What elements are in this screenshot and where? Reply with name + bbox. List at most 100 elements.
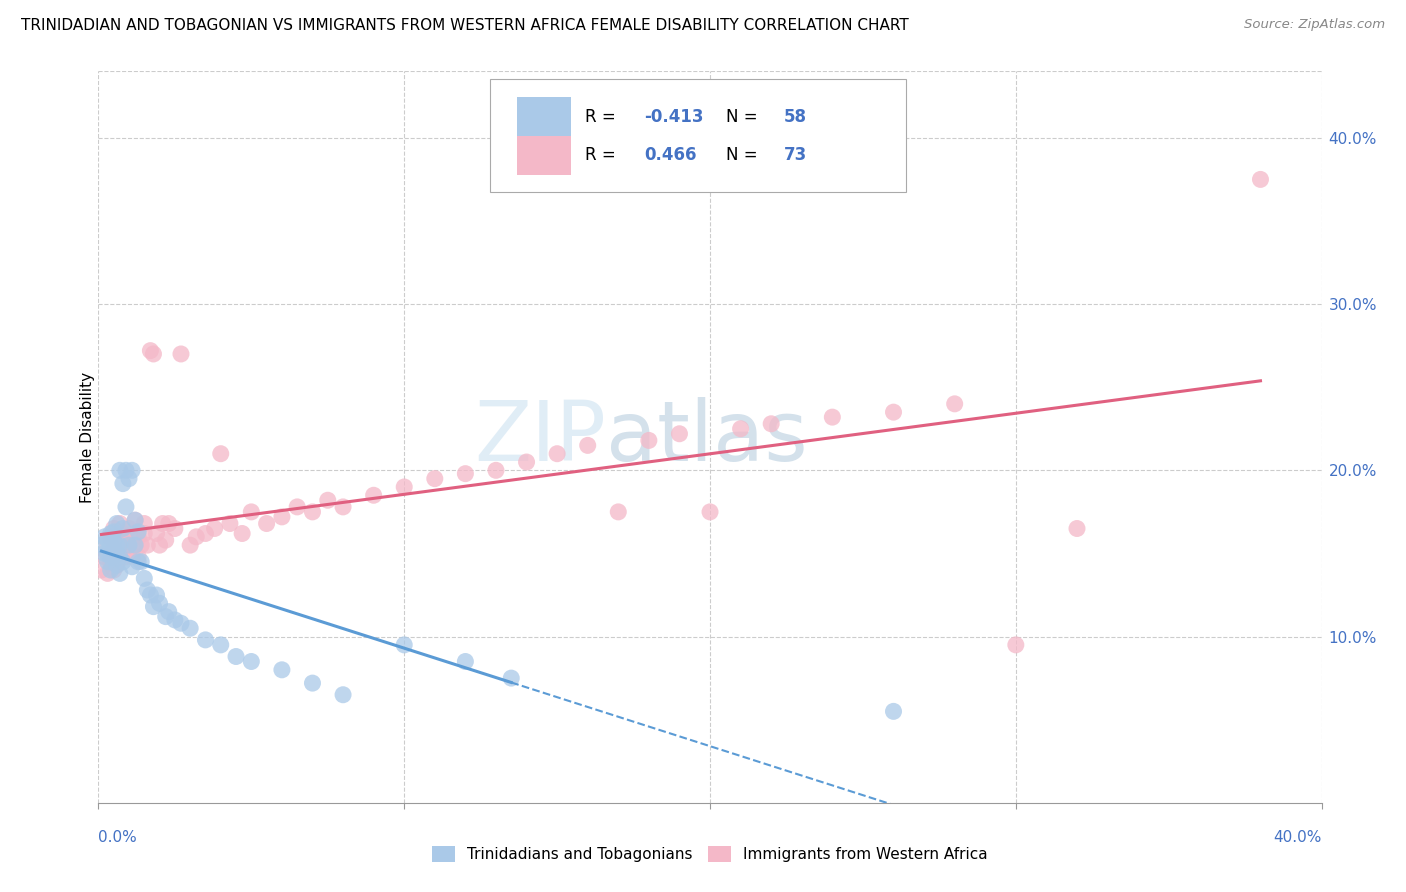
FancyBboxPatch shape bbox=[517, 136, 571, 175]
Point bbox=[821, 410, 844, 425]
Point bbox=[163, 521, 186, 535]
Point bbox=[256, 516, 278, 531]
Point bbox=[127, 549, 149, 564]
Point bbox=[100, 538, 122, 552]
Text: N =: N = bbox=[725, 108, 763, 126]
Point bbox=[179, 621, 201, 635]
Point bbox=[134, 516, 156, 531]
Point bbox=[145, 588, 167, 602]
Y-axis label: Female Disability: Female Disability bbox=[80, 371, 94, 503]
Point bbox=[139, 588, 162, 602]
Point bbox=[1066, 521, 1088, 535]
Point bbox=[943, 397, 966, 411]
Point bbox=[139, 343, 162, 358]
Point bbox=[124, 513, 146, 527]
Text: -0.413: -0.413 bbox=[644, 108, 703, 126]
Text: ZIP: ZIP bbox=[474, 397, 606, 477]
Point bbox=[108, 538, 131, 552]
Point bbox=[759, 417, 782, 431]
Point bbox=[170, 616, 193, 631]
Point bbox=[111, 538, 134, 552]
Text: 0.0%: 0.0% bbox=[98, 830, 138, 845]
Point bbox=[1249, 172, 1271, 186]
Point bbox=[105, 558, 128, 573]
Point bbox=[607, 505, 630, 519]
Point bbox=[93, 530, 115, 544]
Point bbox=[270, 663, 292, 677]
Point bbox=[115, 533, 138, 548]
Point bbox=[100, 555, 122, 569]
Point bbox=[204, 521, 226, 535]
Point bbox=[301, 505, 323, 519]
Point bbox=[155, 533, 177, 548]
Point bbox=[699, 505, 721, 519]
Point bbox=[115, 549, 138, 564]
Point bbox=[103, 549, 125, 564]
Point bbox=[108, 566, 131, 581]
Point bbox=[240, 655, 263, 669]
Point bbox=[100, 549, 122, 564]
Point bbox=[127, 524, 149, 539]
Point bbox=[97, 533, 120, 548]
Point bbox=[1004, 638, 1026, 652]
Point bbox=[103, 543, 125, 558]
Text: R =: R = bbox=[585, 108, 621, 126]
Point bbox=[97, 555, 120, 569]
Point bbox=[546, 447, 568, 461]
Point bbox=[111, 555, 134, 569]
Text: 73: 73 bbox=[783, 146, 807, 164]
Point bbox=[124, 538, 146, 552]
Text: TRINIDADIAN AND TOBAGONIAN VS IMMIGRANTS FROM WESTERN AFRICA FEMALE DISABILITY C: TRINIDADIAN AND TOBAGONIAN VS IMMIGRANTS… bbox=[21, 18, 908, 33]
Point bbox=[121, 549, 143, 564]
Point bbox=[152, 516, 174, 531]
Point bbox=[155, 609, 177, 624]
Point bbox=[136, 538, 159, 552]
Legend: Trinidadians and Tobagonians, Immigrants from Western Africa: Trinidadians and Tobagonians, Immigrants… bbox=[426, 840, 994, 868]
Point bbox=[108, 549, 131, 564]
Point bbox=[501, 671, 523, 685]
Point bbox=[121, 463, 143, 477]
Point bbox=[90, 538, 112, 552]
Point bbox=[93, 546, 115, 560]
Point bbox=[127, 530, 149, 544]
Text: 40.0%: 40.0% bbox=[1274, 830, 1322, 845]
Point bbox=[186, 530, 208, 544]
Point bbox=[105, 538, 128, 552]
Point bbox=[105, 555, 128, 569]
Point bbox=[127, 555, 149, 569]
Point bbox=[136, 582, 159, 597]
Point bbox=[730, 422, 752, 436]
Point bbox=[100, 530, 122, 544]
Point bbox=[270, 509, 292, 524]
Point bbox=[332, 688, 354, 702]
Point bbox=[124, 513, 146, 527]
Point bbox=[392, 638, 416, 652]
Point bbox=[108, 516, 131, 531]
Point bbox=[115, 463, 138, 477]
Point bbox=[240, 505, 263, 519]
FancyBboxPatch shape bbox=[489, 78, 905, 192]
Point bbox=[108, 543, 131, 558]
Point bbox=[145, 526, 167, 541]
Point bbox=[118, 521, 141, 535]
Point bbox=[103, 563, 125, 577]
Point bbox=[100, 563, 122, 577]
Point bbox=[97, 546, 120, 560]
Point bbox=[105, 558, 128, 573]
Point bbox=[209, 638, 232, 652]
Point bbox=[516, 455, 538, 469]
Point bbox=[121, 559, 143, 574]
Point bbox=[316, 493, 339, 508]
Text: 0.466: 0.466 bbox=[644, 146, 696, 164]
Point bbox=[105, 533, 128, 548]
Point bbox=[134, 526, 156, 541]
Point bbox=[454, 655, 477, 669]
Point bbox=[90, 563, 112, 577]
FancyBboxPatch shape bbox=[517, 97, 571, 136]
Point bbox=[105, 516, 128, 531]
Point bbox=[121, 526, 143, 541]
Point bbox=[100, 526, 122, 541]
Point bbox=[118, 472, 141, 486]
Point bbox=[423, 472, 446, 486]
Point bbox=[883, 705, 905, 719]
